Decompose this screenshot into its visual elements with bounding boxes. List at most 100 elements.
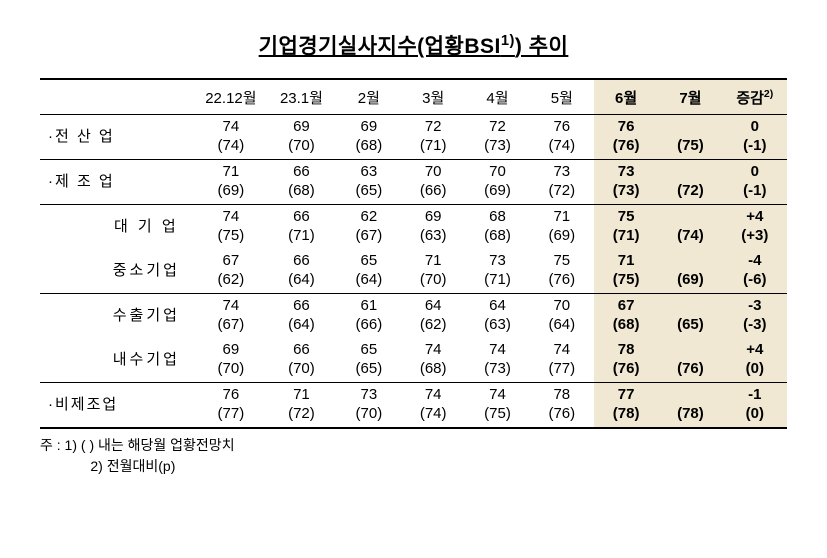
cell-paren: (76) bbox=[658, 360, 722, 379]
cell: 65(65) bbox=[337, 338, 401, 383]
col-header: 5월 bbox=[530, 79, 594, 115]
col-header: 22.12월 bbox=[196, 79, 267, 115]
cell-paren: (71) bbox=[594, 227, 658, 246]
cell-value: -4 bbox=[723, 252, 787, 271]
cell: 73(71) bbox=[465, 249, 529, 294]
cell: 71(75) bbox=[594, 249, 658, 294]
cell: 72(71) bbox=[401, 115, 465, 160]
cell-value: 74 bbox=[196, 208, 267, 227]
table-row: ·전 산 업74(74)69(70)69(68)72(71)72(73)76(7… bbox=[40, 115, 787, 160]
cell-paren: (69) bbox=[196, 182, 267, 201]
cell-paren: (70) bbox=[337, 405, 401, 424]
cell-paren: (64) bbox=[266, 271, 337, 290]
cell-paren: (68) bbox=[465, 227, 529, 246]
cell: 76(74) bbox=[530, 115, 594, 160]
col-header: 4월 bbox=[465, 79, 529, 115]
cell: 71(69) bbox=[530, 205, 594, 250]
page-title: 기업경기실사지수(업황BSI1)) 추이 bbox=[40, 30, 787, 60]
cell-paren: (68) bbox=[401, 360, 465, 379]
cell-value: 68 bbox=[465, 208, 529, 227]
cell-value bbox=[658, 297, 722, 316]
cell-paren: (0) bbox=[723, 360, 787, 379]
cell-value: 73 bbox=[337, 386, 401, 405]
cell-value bbox=[658, 252, 722, 271]
cell: 67(68) bbox=[594, 294, 658, 339]
cell-value bbox=[658, 386, 722, 405]
cell-paren: (72) bbox=[266, 405, 337, 424]
cell: 74(74) bbox=[401, 383, 465, 429]
cell-paren: (63) bbox=[465, 316, 529, 335]
col-header: 7월 bbox=[658, 79, 722, 115]
cell: 0(-1) bbox=[723, 160, 787, 205]
cell-value: 73 bbox=[594, 163, 658, 182]
cell: (69) bbox=[658, 249, 722, 294]
cell-paren: (76) bbox=[530, 271, 594, 290]
cell-value: 71 bbox=[196, 163, 267, 182]
cell-paren: (71) bbox=[465, 271, 529, 290]
cell-paren: (71) bbox=[266, 227, 337, 246]
cell: 70(64) bbox=[530, 294, 594, 339]
col-header: 3월 bbox=[401, 79, 465, 115]
cell: 64(62) bbox=[401, 294, 465, 339]
cell: (74) bbox=[658, 205, 722, 250]
cell: 74(67) bbox=[196, 294, 267, 339]
cell-paren: (65) bbox=[658, 316, 722, 335]
cell: 74(75) bbox=[196, 205, 267, 250]
cell-value: 70 bbox=[401, 163, 465, 182]
cell: 66(71) bbox=[266, 205, 337, 250]
cell-paren: (67) bbox=[196, 316, 267, 335]
cell-value: 67 bbox=[196, 252, 267, 271]
cell-paren: (77) bbox=[196, 405, 267, 424]
cell: 72(73) bbox=[465, 115, 529, 160]
cell: (78) bbox=[658, 383, 722, 429]
cell-value: 72 bbox=[401, 118, 465, 137]
cell-paren: (78) bbox=[594, 405, 658, 424]
cell-value: 63 bbox=[337, 163, 401, 182]
footnote-1: 주 : 1) ( ) 내는 해당월 업황전망치 bbox=[40, 435, 787, 456]
cell: 78(76) bbox=[594, 338, 658, 383]
cell-paren: (74) bbox=[401, 405, 465, 424]
cell-paren: (69) bbox=[658, 271, 722, 290]
cell: -1(0) bbox=[723, 383, 787, 429]
cell: 74(75) bbox=[465, 383, 529, 429]
cell: +4(+3) bbox=[723, 205, 787, 250]
cell-paren: (76) bbox=[594, 137, 658, 156]
cell-paren: (65) bbox=[337, 182, 401, 201]
cell-value: 78 bbox=[594, 341, 658, 360]
cell-paren: (-1) bbox=[723, 182, 787, 201]
row-sublabel: 대 기 업 bbox=[97, 205, 196, 250]
cell-paren: (75) bbox=[658, 137, 722, 156]
cell: 78(76) bbox=[530, 383, 594, 429]
cell-paren: (69) bbox=[530, 227, 594, 246]
cell-paren: (75) bbox=[594, 271, 658, 290]
cell: 71(72) bbox=[266, 383, 337, 429]
cell: 73(73) bbox=[594, 160, 658, 205]
cell: 65(64) bbox=[337, 249, 401, 294]
cell: 74(74) bbox=[196, 115, 267, 160]
cell-paren: (73) bbox=[465, 360, 529, 379]
cell-paren: (62) bbox=[196, 271, 267, 290]
table-row: 내수기업69(70)66(70)65(65)74(68)74(73)74(77)… bbox=[40, 338, 787, 383]
cell-paren: (78) bbox=[658, 405, 722, 424]
cell-value bbox=[658, 341, 722, 360]
cell-paren: (65) bbox=[337, 360, 401, 379]
cell: (76) bbox=[658, 338, 722, 383]
cell-value: 64 bbox=[465, 297, 529, 316]
cell-value: +4 bbox=[723, 208, 787, 227]
cell: 66(70) bbox=[266, 338, 337, 383]
cell: +4(0) bbox=[723, 338, 787, 383]
cell-paren: (66) bbox=[401, 182, 465, 201]
cell-value: 69 bbox=[337, 118, 401, 137]
cell-paren: (73) bbox=[594, 182, 658, 201]
cell-paren: (+3) bbox=[723, 227, 787, 246]
row-sublabel: 중소기업 bbox=[97, 249, 196, 294]
cell-value: 66 bbox=[266, 297, 337, 316]
cell-value: 66 bbox=[266, 341, 337, 360]
cell: 75(76) bbox=[530, 249, 594, 294]
cell-paren: (72) bbox=[658, 182, 722, 201]
cell-value: 61 bbox=[337, 297, 401, 316]
cell-value: 65 bbox=[337, 341, 401, 360]
cell-paren: (64) bbox=[337, 271, 401, 290]
col-header: 23.1월 bbox=[266, 79, 337, 115]
col-header: 증감2) bbox=[723, 79, 787, 115]
